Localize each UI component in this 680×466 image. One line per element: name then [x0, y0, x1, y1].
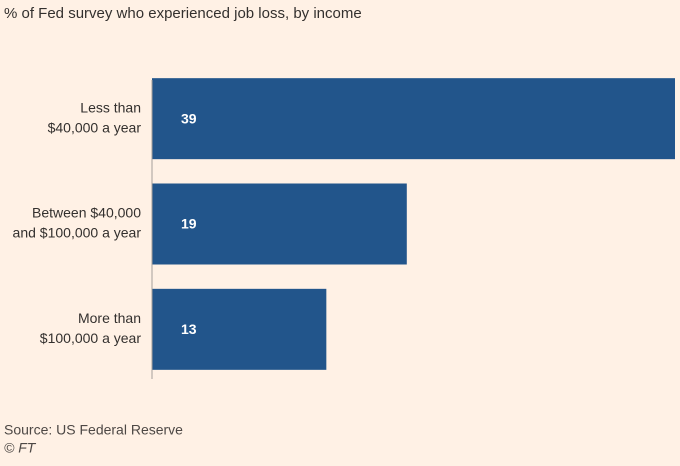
y-tick-label: Between $40,000: [32, 205, 141, 221]
y-tick-label: and $100,000 a year: [13, 225, 142, 241]
y-tick-label: $100,000 a year: [40, 330, 142, 346]
value-label: 19: [181, 216, 197, 232]
chart-title: % of Fed survey who experienced job loss…: [4, 5, 362, 22]
value-label: 13: [181, 321, 197, 337]
bar: [152, 78, 675, 160]
y-tick-label: Less than: [80, 99, 141, 115]
y-tick-label: $40,000 a year: [48, 119, 142, 135]
y-tick-label: More than: [78, 310, 141, 326]
bar: [152, 288, 327, 370]
value-label: 39: [181, 110, 197, 126]
source: Source: US Federal Reserve: [4, 422, 183, 438]
credit: © FT: [4, 440, 37, 456]
bar: [152, 183, 407, 265]
